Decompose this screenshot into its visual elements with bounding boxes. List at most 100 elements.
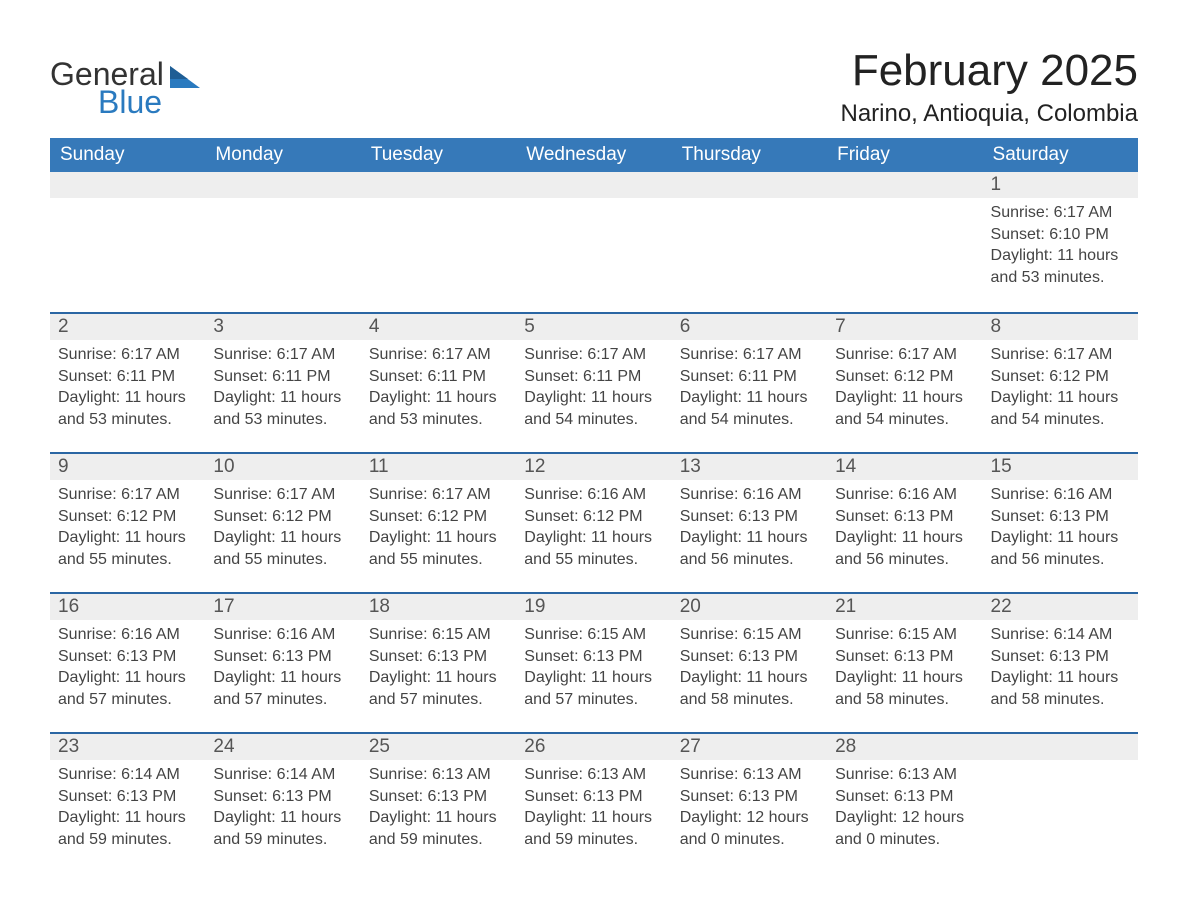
daylight-line: Daylight: 11 hours and 54 minutes.: [524, 387, 663, 430]
daylight-line: Daylight: 11 hours and 59 minutes.: [524, 807, 663, 850]
day-details: Sunrise: 6:16 AMSunset: 6:13 PMDaylight:…: [827, 480, 982, 578]
day-details: Sunrise: 6:13 AMSunset: 6:13 PMDaylight:…: [516, 760, 671, 858]
sunrise-line: Sunrise: 6:17 AM: [369, 344, 508, 366]
day-details: Sunrise: 6:17 AMSunset: 6:10 PMDaylight:…: [983, 198, 1138, 296]
calendar-cell: 6Sunrise: 6:17 AMSunset: 6:11 PMDaylight…: [672, 312, 827, 452]
day-number: 21: [827, 592, 982, 620]
sunrise-line: Sunrise: 6:16 AM: [524, 484, 663, 506]
calendar-cell: 24Sunrise: 6:14 AMSunset: 6:13 PMDayligh…: [205, 732, 360, 872]
logo-line2: Blue: [98, 86, 164, 120]
calendar-cell: 13Sunrise: 6:16 AMSunset: 6:13 PMDayligh…: [672, 452, 827, 592]
daylight-line: Daylight: 11 hours and 54 minutes.: [835, 387, 974, 430]
day-details: Sunrise: 6:15 AMSunset: 6:13 PMDaylight:…: [827, 620, 982, 718]
sunrise-line: Sunrise: 6:16 AM: [58, 624, 197, 646]
calendar-cell: 7Sunrise: 6:17 AMSunset: 6:12 PMDaylight…: [827, 312, 982, 452]
sunrise-line: Sunrise: 6:13 AM: [680, 764, 819, 786]
location-label: Narino, Antioquia, Colombia: [840, 100, 1138, 128]
brand-logo: General Blue: [50, 58, 200, 119]
sunrise-line: Sunrise: 6:13 AM: [835, 764, 974, 786]
sunrise-line: Sunrise: 6:17 AM: [524, 344, 663, 366]
sunset-line: Sunset: 6:13 PM: [213, 786, 352, 808]
calendar-cell: 23Sunrise: 6:14 AMSunset: 6:13 PMDayligh…: [50, 732, 205, 872]
day-number: 1: [983, 172, 1138, 198]
day-details: Sunrise: 6:15 AMSunset: 6:13 PMDaylight:…: [672, 620, 827, 718]
day-details: Sunrise: 6:14 AMSunset: 6:13 PMDaylight:…: [50, 760, 205, 858]
sunset-line: Sunset: 6:11 PM: [680, 366, 819, 388]
daylight-line: Daylight: 11 hours and 53 minutes.: [213, 387, 352, 430]
calendar-cell: [516, 172, 671, 312]
day-number: 4: [361, 312, 516, 340]
daylight-line: Daylight: 11 hours and 55 minutes.: [369, 527, 508, 570]
day-number: 18: [361, 592, 516, 620]
daylight-line: Daylight: 11 hours and 55 minutes.: [58, 527, 197, 570]
calendar-cell: 26Sunrise: 6:13 AMSunset: 6:13 PMDayligh…: [516, 732, 671, 872]
weekday-header: Sunday: [50, 138, 205, 172]
sunset-line: Sunset: 6:12 PM: [991, 366, 1130, 388]
calendar-week-row: 16Sunrise: 6:16 AMSunset: 6:13 PMDayligh…: [50, 592, 1138, 732]
day-details: [983, 760, 1138, 772]
day-number: 13: [672, 452, 827, 480]
day-number: 12: [516, 452, 671, 480]
calendar-body: 1Sunrise: 6:17 AMSunset: 6:10 PMDaylight…: [50, 172, 1138, 872]
day-details: Sunrise: 6:16 AMSunset: 6:13 PMDaylight:…: [672, 480, 827, 578]
sunrise-line: Sunrise: 6:17 AM: [58, 344, 197, 366]
day-number: [672, 172, 827, 198]
sunrise-line: Sunrise: 6:17 AM: [213, 344, 352, 366]
day-details: Sunrise: 6:17 AMSunset: 6:11 PMDaylight:…: [361, 340, 516, 438]
sunrise-line: Sunrise: 6:17 AM: [991, 344, 1130, 366]
sunrise-line: Sunrise: 6:17 AM: [835, 344, 974, 366]
sunset-line: Sunset: 6:12 PM: [369, 506, 508, 528]
sunset-line: Sunset: 6:13 PM: [58, 646, 197, 668]
calendar-cell: 15Sunrise: 6:16 AMSunset: 6:13 PMDayligh…: [983, 452, 1138, 592]
weekday-header: Wednesday: [516, 138, 671, 172]
calendar-cell: 12Sunrise: 6:16 AMSunset: 6:12 PMDayligh…: [516, 452, 671, 592]
weekday-header: Monday: [205, 138, 360, 172]
daylight-line: Daylight: 11 hours and 58 minutes.: [680, 667, 819, 710]
sunset-line: Sunset: 6:11 PM: [369, 366, 508, 388]
daylight-line: Daylight: 11 hours and 58 minutes.: [991, 667, 1130, 710]
daylight-line: Daylight: 12 hours and 0 minutes.: [680, 807, 819, 850]
day-number: 11: [361, 452, 516, 480]
calendar-cell: 28Sunrise: 6:13 AMSunset: 6:13 PMDayligh…: [827, 732, 982, 872]
calendar-cell: 17Sunrise: 6:16 AMSunset: 6:13 PMDayligh…: [205, 592, 360, 732]
day-number: 24: [205, 732, 360, 760]
day-details: Sunrise: 6:14 AMSunset: 6:13 PMDaylight:…: [205, 760, 360, 858]
day-number: 19: [516, 592, 671, 620]
month-title: February 2025: [840, 46, 1138, 96]
daylight-line: Daylight: 11 hours and 57 minutes.: [213, 667, 352, 710]
day-number: [516, 172, 671, 198]
calendar-cell: 8Sunrise: 6:17 AMSunset: 6:12 PMDaylight…: [983, 312, 1138, 452]
calendar-cell: [827, 172, 982, 312]
day-details: Sunrise: 6:17 AMSunset: 6:12 PMDaylight:…: [205, 480, 360, 578]
sunrise-line: Sunrise: 6:14 AM: [991, 624, 1130, 646]
day-number: 8: [983, 312, 1138, 340]
sunset-line: Sunset: 6:13 PM: [680, 786, 819, 808]
day-number: 3: [205, 312, 360, 340]
calendar-cell: [672, 172, 827, 312]
sunset-line: Sunset: 6:13 PM: [835, 786, 974, 808]
day-number: 9: [50, 452, 205, 480]
day-details: Sunrise: 6:17 AMSunset: 6:12 PMDaylight:…: [983, 340, 1138, 438]
sunset-line: Sunset: 6:10 PM: [991, 224, 1130, 246]
daylight-line: Daylight: 11 hours and 59 minutes.: [369, 807, 508, 850]
day-details: Sunrise: 6:13 AMSunset: 6:13 PMDaylight:…: [672, 760, 827, 858]
day-number: 7: [827, 312, 982, 340]
header-row: General Blue February 2025 Narino, Antio…: [50, 40, 1138, 138]
sunset-line: Sunset: 6:11 PM: [58, 366, 197, 388]
day-details: [205, 198, 360, 210]
calendar-week-row: 2Sunrise: 6:17 AMSunset: 6:11 PMDaylight…: [50, 312, 1138, 452]
daylight-line: Daylight: 11 hours and 57 minutes.: [524, 667, 663, 710]
day-details: [672, 198, 827, 210]
day-details: Sunrise: 6:17 AMSunset: 6:12 PMDaylight:…: [361, 480, 516, 578]
calendar-cell: 21Sunrise: 6:15 AMSunset: 6:13 PMDayligh…: [827, 592, 982, 732]
day-number: [205, 172, 360, 198]
day-number: 15: [983, 452, 1138, 480]
sunrise-line: Sunrise: 6:15 AM: [369, 624, 508, 646]
day-details: Sunrise: 6:17 AMSunset: 6:11 PMDaylight:…: [205, 340, 360, 438]
daylight-line: Daylight: 11 hours and 55 minutes.: [213, 527, 352, 570]
calendar-week-row: 23Sunrise: 6:14 AMSunset: 6:13 PMDayligh…: [50, 732, 1138, 872]
weekday-row: SundayMondayTuesdayWednesdayThursdayFrid…: [50, 138, 1138, 172]
calendar-cell: [361, 172, 516, 312]
calendar-cell: 11Sunrise: 6:17 AMSunset: 6:12 PMDayligh…: [361, 452, 516, 592]
calendar-cell: 14Sunrise: 6:16 AMSunset: 6:13 PMDayligh…: [827, 452, 982, 592]
